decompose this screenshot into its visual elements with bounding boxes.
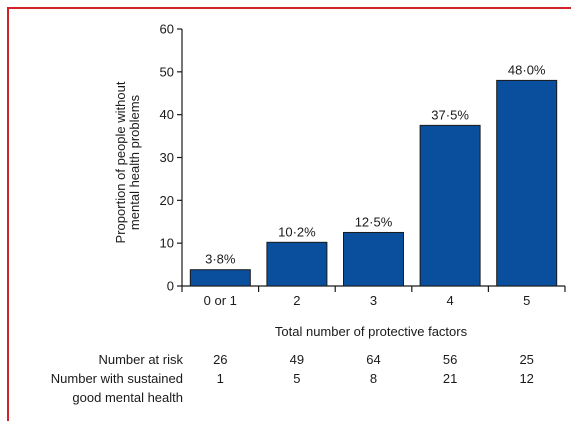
- frame-top-border: [7, 7, 571, 9]
- y-tick-label: 10: [160, 236, 174, 251]
- risk-cell: 25: [519, 352, 533, 367]
- y-axis-title-text: Proportion of people withoutmental healt…: [113, 81, 142, 243]
- x-tick-label: 3: [370, 293, 377, 308]
- risk-row-label: Number at risk: [98, 352, 183, 367]
- bars: [189, 79, 558, 287]
- risk-row-label: Number with sustained: [51, 371, 183, 386]
- bar-value-label: 10·2%: [278, 224, 316, 239]
- risk-cell: 26: [213, 352, 227, 367]
- risk-cell: 64: [366, 352, 380, 367]
- y-tick-label: 60: [160, 22, 174, 37]
- risk-cell: 5: [293, 371, 300, 386]
- bar: [419, 124, 481, 287]
- risk-cell: 56: [443, 352, 457, 367]
- risk-cell: 12: [519, 371, 533, 386]
- frame-left-border: [7, 7, 9, 421]
- y-axis-title-line: mental health problems: [127, 94, 142, 230]
- bar-value-label: 3·8%: [205, 252, 236, 267]
- risk-table: Number at risk 26 49 64 56 25 Number with sust…: [51, 352, 534, 405]
- bar: [343, 231, 404, 287]
- risk-cell: 49: [290, 352, 304, 367]
- y-tick-label: 20: [160, 193, 174, 208]
- risk-row-label: good mental health: [72, 390, 183, 405]
- x-tick-label: 0 or 1: [204, 293, 237, 308]
- bar-value-label: 37·5%: [431, 107, 469, 122]
- y-tick-label: 0: [167, 279, 174, 294]
- bar: [189, 269, 251, 287]
- y-tick-label: 30: [160, 150, 174, 165]
- y-axis-title: Proportion of people withoutmental healt…: [113, 81, 142, 243]
- data-labels: 3·8% 10·2% 12·5% 37·5% 48·0%: [205, 62, 546, 266]
- x-tick-label: 4: [446, 293, 453, 308]
- x-tick-label: 5: [523, 293, 530, 308]
- risk-cell: 1: [217, 371, 224, 386]
- bar: [496, 79, 558, 287]
- y-axis-title-line: Proportion of people without: [113, 81, 128, 243]
- y-tick-label: 40: [160, 107, 174, 122]
- bar-value-label: 48·0%: [508, 62, 546, 77]
- risk-cell: 8: [370, 371, 377, 386]
- x-axis-title: Total number of protective factors: [275, 324, 468, 339]
- bar: [266, 241, 328, 287]
- risk-cell: 21: [443, 371, 457, 386]
- y-tick-label: 50: [160, 64, 174, 79]
- x-tick-label: 2: [293, 293, 300, 308]
- bar-value-label: 12·5%: [355, 214, 393, 229]
